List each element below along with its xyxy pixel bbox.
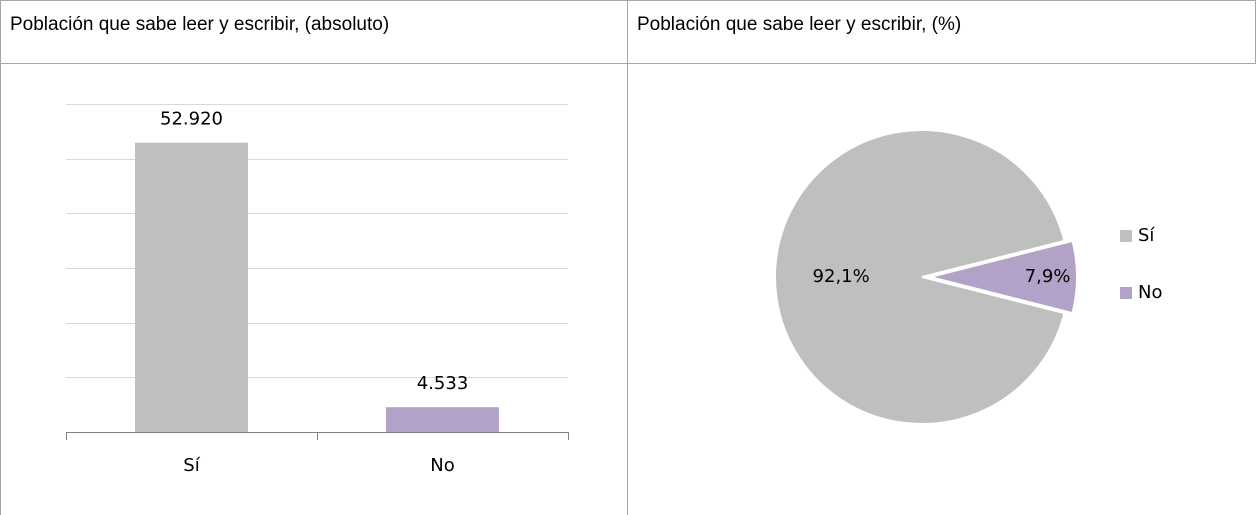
x-tick-label: Sí [183, 455, 200, 476]
x-tick-label: No [430, 455, 454, 476]
data-label: 4.533 [417, 373, 469, 394]
bar [386, 407, 499, 432]
pie-slice [774, 129, 1066, 425]
pie-slice [929, 239, 1079, 315]
legend-label: No [1138, 282, 1162, 303]
legend-swatch [1120, 287, 1132, 299]
data-label: 52.920 [160, 109, 223, 130]
legend-swatch [1120, 230, 1132, 242]
legend-label: Sí [1138, 225, 1155, 246]
data-label: 7,9% [1025, 266, 1071, 287]
chart-title: Población que sabe leer y escribir, (abs… [10, 14, 389, 35]
bar [135, 142, 248, 433]
data-label: 92,1% [813, 266, 870, 287]
chart-title: Población que sabe leer y escribir, (%) [637, 14, 961, 35]
